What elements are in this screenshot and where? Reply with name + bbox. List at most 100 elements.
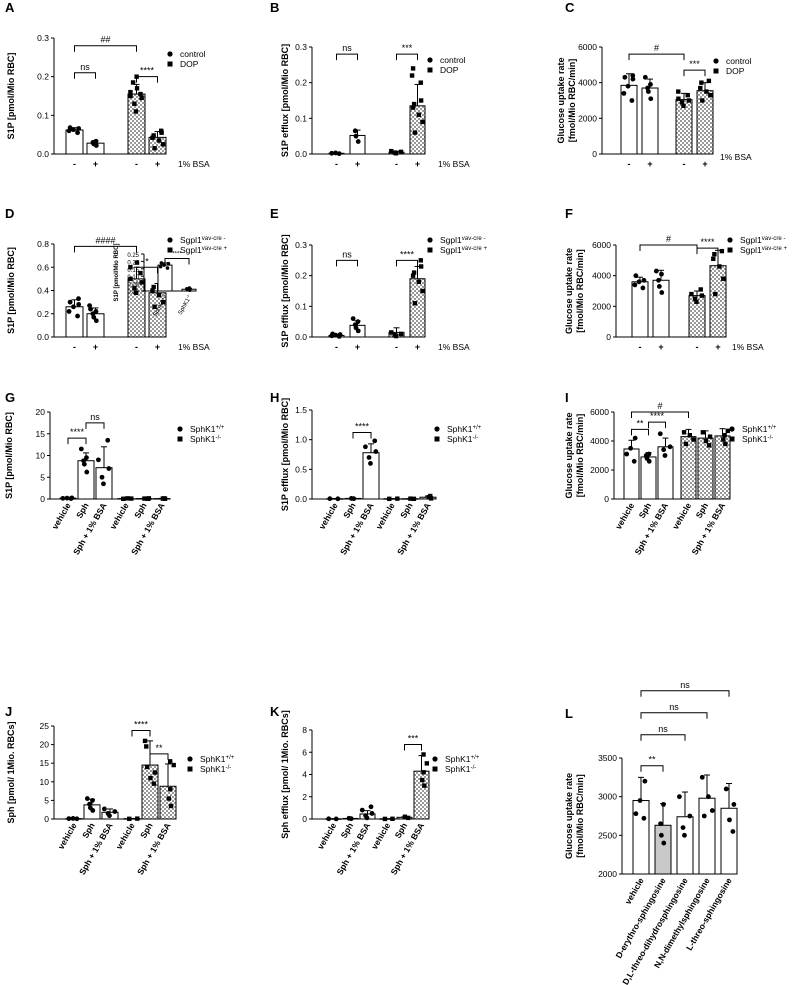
significance-bracket [631, 428, 649, 436]
bar [159, 785, 177, 820]
significance-bracket [683, 69, 706, 77]
significance-label: ns [90, 412, 100, 422]
data-point [363, 444, 368, 450]
y-axis-label: [fmol/Mio RBC/min] [567, 59, 577, 143]
x-tick-label: + [155, 159, 160, 169]
data-point [66, 309, 72, 314]
legend-marker [713, 58, 719, 64]
data-point [162, 496, 167, 501]
y-tick-label: 0.2 [37, 72, 49, 82]
data-point [420, 777, 425, 783]
significance-bracket [74, 245, 137, 253]
x-tick-label: Sph [694, 501, 711, 520]
y-tick-label: 8 [302, 725, 307, 735]
data-point [708, 92, 713, 98]
data-point [93, 318, 99, 324]
legend-entry: control [180, 49, 206, 59]
significance-bracket [164, 257, 190, 265]
y-tick-label: 0.25 [127, 253, 139, 259]
data-point [659, 290, 665, 295]
y-axis-label: S1P efflux [pmol/Mio RBC] [280, 44, 290, 157]
significance-label: #### [95, 235, 115, 245]
y-tick-label: 0.5 [295, 464, 307, 474]
legend-entry: SphK1-/- [200, 764, 231, 775]
data-point [721, 276, 726, 281]
data-point [633, 811, 639, 817]
data-point [333, 816, 339, 822]
bar [409, 278, 426, 338]
legend-marker [427, 237, 433, 243]
data-point [689, 291, 694, 297]
significance-label: **** [172, 251, 182, 257]
significance-bracket [696, 247, 719, 255]
data-point [69, 495, 75, 501]
y-tick-label: 0.1 [295, 301, 307, 311]
y-tick-label: 3000 [598, 792, 617, 802]
data-point [685, 92, 690, 98]
data-point [84, 469, 90, 475]
data-point [628, 445, 633, 451]
data-point [369, 811, 375, 816]
legend-entry: Sgpl1vav-cre - [180, 235, 226, 246]
panel-letter: I [565, 390, 569, 405]
y-axis-label: [fmol/Mio RBC/min] [575, 414, 585, 498]
legend-marker [427, 57, 433, 63]
data-point [402, 814, 408, 819]
x-tick-label: + [355, 159, 360, 169]
legend-entry: control [440, 55, 466, 65]
significance-label: ns [669, 702, 679, 712]
x-tick-label: Sph + 1% BSA [388, 821, 426, 877]
data-point [712, 252, 717, 257]
significance-bracket [396, 259, 418, 267]
y-tick-label: 0.2 [37, 309, 49, 319]
data-point [382, 816, 388, 822]
significance-label: ns [680, 680, 690, 690]
data-point [711, 256, 716, 261]
data-point [398, 331, 404, 337]
data-point [372, 438, 378, 444]
y-tick-label: 4000 [578, 78, 597, 88]
data-point [90, 798, 95, 803]
data-point [337, 332, 343, 337]
panel-B: B 0.0 0.1 0.2 0.3 S1P efflux [pmol/Mio RBC] - +… [270, 0, 470, 169]
data-point [656, 284, 662, 289]
y-tick-label: 0.05 [127, 283, 139, 289]
y-tick-label: 0 [592, 149, 597, 159]
data-point [168, 803, 174, 809]
x-tick-label: vehicle [369, 821, 392, 851]
data-point [701, 813, 707, 819]
data-point [81, 458, 86, 464]
y-axis-label: S1P [pmol/Mio RBC] [6, 53, 16, 140]
data-point [128, 265, 133, 270]
significance-label: *** [408, 733, 419, 743]
legend-marker [177, 436, 183, 442]
data-point [681, 430, 687, 435]
data-point [636, 279, 642, 285]
y-tick-label: 2500 [598, 830, 617, 840]
data-point [135, 816, 140, 821]
data-point [676, 96, 681, 101]
legend-entry: Sgpl1vav-cre - [740, 235, 786, 246]
data-point [158, 264, 163, 269]
data-point [76, 302, 82, 307]
data-point [138, 91, 143, 97]
data-point [78, 446, 84, 452]
bar [77, 460, 95, 500]
data-point [152, 770, 158, 775]
panel-H: H 0.0 0.5 1.0 1.5 S1P efflux [pmol/Mio RBC] ve… [270, 390, 482, 557]
data-point [134, 86, 140, 91]
x-tick-label: vehicle [315, 821, 338, 851]
data-point [411, 101, 417, 107]
data-point [424, 761, 430, 766]
y-tick-label: 6 [302, 747, 307, 757]
x-tick-label: - [628, 159, 631, 169]
data-point [165, 266, 170, 270]
significance-bracket [74, 72, 96, 79]
y-tick-label: 2 [302, 792, 307, 802]
y-tick-label: 25 [40, 721, 50, 731]
y-tick-label: 2000 [592, 301, 611, 311]
data-point [686, 98, 692, 103]
data-point [60, 495, 66, 501]
data-point [641, 815, 647, 821]
data-point [421, 770, 426, 775]
